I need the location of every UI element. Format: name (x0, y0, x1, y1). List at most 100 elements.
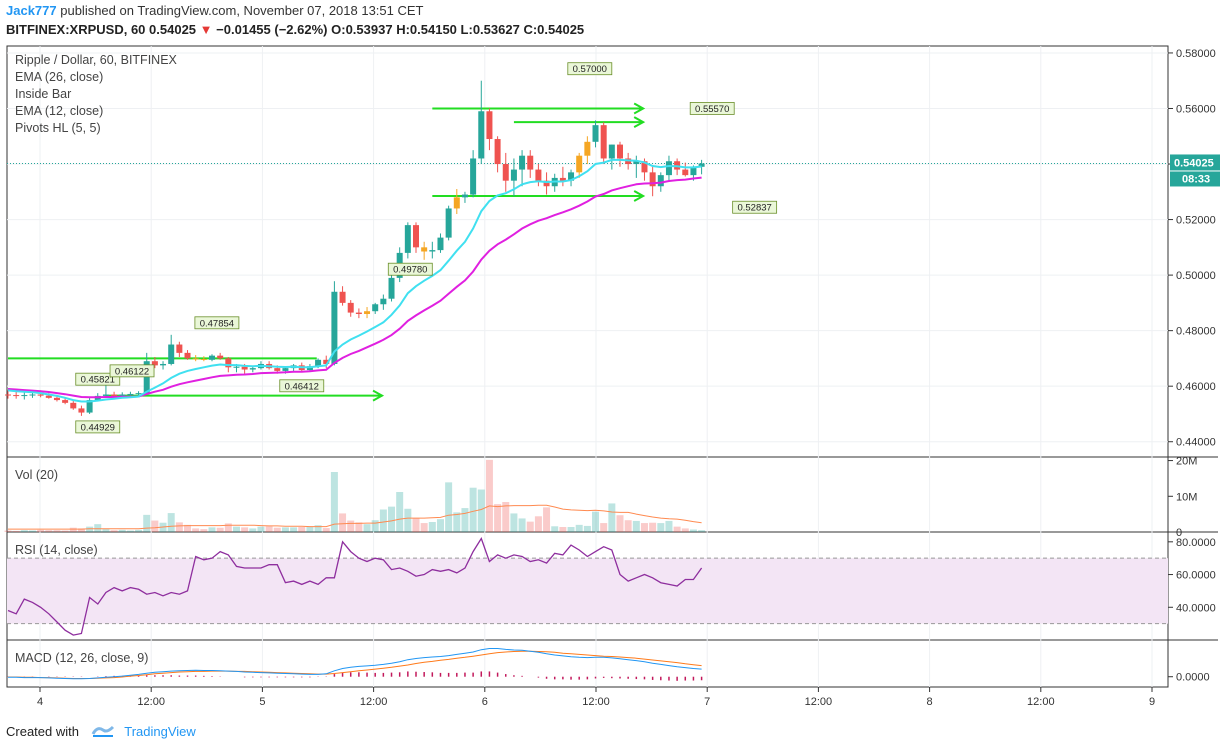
volume-bar (306, 527, 314, 532)
x-tick-label: 12:00 (1027, 696, 1055, 708)
legend-ema12[interactable]: EMA (12, close) (15, 104, 104, 118)
candle-body (404, 225, 411, 253)
candle-body (37, 394, 44, 396)
volume-bar (94, 524, 102, 532)
candle-body (649, 172, 656, 187)
ohlc-open: 0.53937 (345, 22, 393, 37)
volume-bar (45, 530, 53, 532)
volume-bar (28, 530, 36, 532)
volume-bar (347, 520, 355, 532)
candle-body (233, 366, 240, 368)
x-tick-label: 6 (482, 696, 488, 708)
candle-body (364, 311, 371, 314)
volume-bar (61, 530, 69, 532)
rsi-pane-label[interactable]: RSI (14, close) (15, 543, 98, 557)
volume-bar (526, 521, 534, 532)
volume-bar (257, 526, 265, 532)
candle-body (559, 177, 566, 181)
volume-pane-label[interactable]: Vol (20) (15, 468, 59, 482)
candle-body (633, 161, 640, 165)
candle-body (682, 169, 689, 176)
volume-bar (436, 519, 444, 532)
legend-inside-bar[interactable]: Inside Bar (15, 87, 72, 101)
publish-line: Jack777 published on TradingView.com, No… (6, 3, 424, 18)
candle-body (176, 344, 183, 353)
candle-body (151, 361, 158, 366)
volume-bar (200, 529, 208, 532)
candle-body (135, 393, 142, 395)
volume-bar (371, 520, 379, 532)
candle-body (461, 194, 468, 198)
volume-bar (608, 503, 616, 532)
volume-bar (420, 523, 428, 532)
volume-bar (77, 528, 85, 532)
chart-title[interactable]: Ripple / Dollar, 60, BITFINEX (15, 53, 177, 67)
last-price: 0.54025 (149, 22, 197, 37)
pivot-label-box (279, 379, 325, 393)
tradingview-brand-link[interactable]: TradingView (124, 724, 196, 739)
volume-bar (184, 524, 192, 532)
author-link[interactable]: Jack777 (6, 3, 57, 18)
volume-bar (551, 526, 559, 532)
created-with-text: Created with (6, 724, 79, 739)
volume-bar (339, 513, 347, 532)
ohlc-high-label: H: (396, 22, 410, 37)
volume-bar (37, 529, 45, 532)
candle-body (274, 368, 281, 371)
candle-body (641, 161, 648, 173)
macd-line (8, 648, 702, 680)
volume-bar (592, 511, 600, 532)
macd-pane-label[interactable]: MACD (12, 26, close, 9) (15, 651, 149, 665)
volume-bar (126, 530, 134, 532)
ohlc-low-label: L: (460, 22, 473, 37)
volume-bar (453, 512, 461, 532)
volume-bar (86, 526, 94, 532)
volume-bar (494, 504, 502, 532)
pivot-arrow-icon (633, 190, 646, 202)
price-tick-label: 0.44000 (1176, 437, 1216, 449)
pivot-label-text: 0.49780 (393, 265, 427, 276)
last-price-tag-text: 0.54025 (1174, 157, 1214, 169)
volume-bar (559, 527, 567, 532)
x-tick-label: 9 (1149, 696, 1155, 708)
macd-signal-line (8, 650, 702, 679)
legend-pivots[interactable]: Pivots HL (5, 5) (15, 121, 101, 135)
candle-body (62, 400, 69, 403)
countdown-tag (1170, 171, 1220, 187)
candle-body (160, 363, 167, 366)
legend-ema26[interactable]: EMA (26, close) (15, 70, 104, 84)
pivot-label-box (732, 200, 778, 214)
volume-bar (477, 489, 485, 532)
candle-body (86, 400, 93, 413)
price-tick-label: 0.48000 (1176, 326, 1216, 338)
candle-body (453, 197, 460, 209)
candle-body (380, 298, 387, 305)
candle-body (445, 208, 452, 238)
countdown-tag-text: 08:33 (1182, 173, 1210, 185)
published-text: published on TradingView.com, November 0… (56, 3, 424, 18)
candle-body (665, 161, 672, 176)
volume-bar (396, 492, 404, 532)
pivot-label-box (75, 420, 121, 434)
ema12-line (7, 158, 702, 403)
candle-body (192, 358, 199, 360)
volume-bar (192, 528, 200, 532)
volume-bar (518, 518, 526, 532)
volume-bar (249, 528, 257, 532)
candle-body (45, 395, 52, 398)
pivot-label-box (194, 316, 240, 330)
candle-body (70, 402, 77, 409)
candle-body (21, 395, 28, 397)
candle-body (355, 312, 362, 314)
x-tick-label: 5 (259, 696, 265, 708)
candle-body (209, 355, 215, 360)
pivot-label-text: 0.55570 (695, 104, 729, 115)
candle-body (478, 111, 485, 159)
volume-bar (689, 529, 697, 532)
candle-body (249, 368, 256, 370)
price-tick-label: 0.46000 (1176, 381, 1216, 393)
volume-bar (322, 528, 330, 532)
volume-bar (216, 527, 224, 532)
candle-body (5, 394, 11, 396)
